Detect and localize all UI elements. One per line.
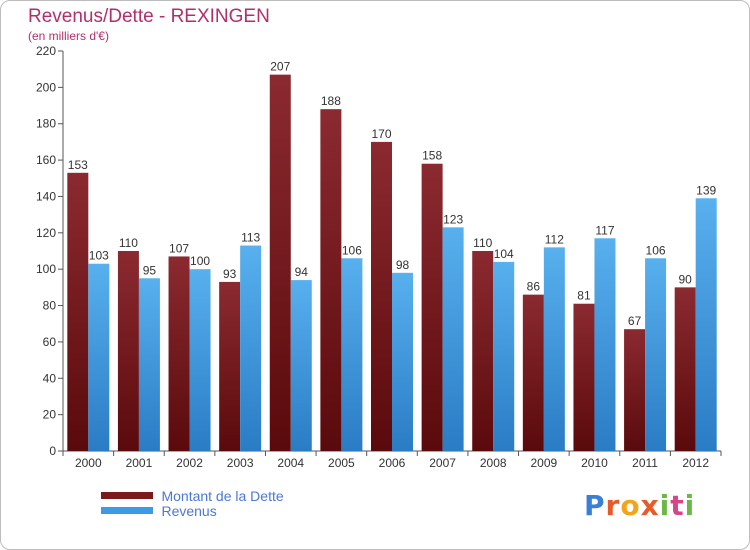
data-label-dette: 110 [473,236,492,250]
x-tick-label: 2012 [682,456,709,470]
x-tick-label: 2000 [75,456,102,470]
data-label-dette: 81 [577,289,591,303]
logo-letter: t [670,489,685,522]
data-label-dette: 188 [321,94,341,108]
y-tick-label: 160 [36,153,56,167]
data-label-dette: 158 [422,149,442,163]
bar-revenus [594,238,616,451]
data-label-dette: 67 [628,314,642,328]
bar-revenus [88,263,110,451]
x-tick-label: 2002 [176,456,203,470]
bar-dette [522,294,544,451]
chart-title: Revenus/Dette - REXINGEN [28,6,270,27]
y-tick-label: 0 [49,444,56,458]
bar-revenus [493,261,515,451]
bar-dette [371,141,392,451]
data-label-revenus: 94 [295,265,309,279]
data-label-revenus: 98 [396,258,410,272]
bar-revenus [290,280,312,451]
y-tick-label: 180 [36,117,56,131]
legend-swatch-dette [101,492,153,500]
y-tick-label: 140 [36,189,56,203]
data-label-revenus: 103 [89,249,109,263]
bar-revenus [695,198,717,451]
x-tick-label: 2010 [581,456,608,470]
data-label-dette: 93 [223,267,237,281]
logo-letter: P [584,489,606,522]
x-tick-label: 2009 [530,456,557,470]
logo-letter: o [620,489,641,522]
legend-label-dette: Montant de la Dette [161,487,284,504]
logo-letter: i [659,489,671,522]
bar-dette [573,303,595,451]
bar-dette [624,329,646,451]
data-label-dette: 86 [527,280,541,294]
y-tick-label: 20 [43,408,57,422]
bar-dette [219,281,241,451]
data-label-revenus: 113 [241,231,260,245]
logo-letter: i [684,489,696,522]
data-label-revenus: 95 [143,263,157,277]
legend-swatch-revenus [101,507,153,515]
data-label-revenus: 112 [545,232,564,246]
y-tick-label: 60 [43,335,57,349]
data-label-dette: 107 [169,241,189,255]
proxiti-logo: Proxiti [584,489,695,522]
y-tick-label: 200 [36,80,56,94]
bar-dette [421,163,443,451]
data-label-revenus: 139 [696,183,716,197]
data-label-revenus: 104 [494,247,514,261]
x-tick-label: 2005 [328,456,355,470]
data-label-revenus: 117 [595,223,614,237]
x-tick-label: 2008 [480,456,507,470]
bar-revenus [189,269,211,451]
data-label-revenus: 123 [443,212,463,226]
chart-subtitle: (en milliers d'€) [28,29,109,43]
bar-revenus [138,278,160,451]
x-tick-label: 2011 [632,456,658,470]
x-tick-label: 2007 [429,456,456,470]
y-tick-label: 40 [43,371,57,385]
data-label-dette: 110 [119,236,138,250]
data-label-dette: 207 [270,60,290,74]
bar-dette [320,109,342,451]
bar-dette [67,172,89,451]
data-label-revenus: 106 [646,243,666,257]
data-label-revenus: 106 [342,243,362,257]
x-tick-label: 2003 [227,456,254,470]
y-tick-label: 80 [43,299,57,313]
bar-dette [472,251,494,451]
logo-letter: x [640,489,660,522]
bar-dette [117,251,139,451]
bar-revenus [645,258,667,451]
x-tick-label: 2001 [126,456,153,470]
bar-revenus [341,258,363,451]
bar-dette [168,256,190,451]
data-label-dette: 170 [371,127,391,141]
bar-revenus [442,227,464,451]
logo-letter: r [605,489,621,522]
y-tick-label: 120 [36,226,56,240]
bar-revenus [240,245,262,451]
bar-dette [674,287,696,451]
data-label-revenus: 100 [190,254,210,268]
x-tick-label: 2006 [379,456,406,470]
y-tick-label: 220 [36,44,56,58]
data-label-dette: 90 [679,272,693,286]
bar-revenus [392,272,413,451]
data-label-dette: 153 [68,158,88,172]
legend-label-revenus: Revenus [161,502,217,519]
legend-item-dette: Montant de la Dette [101,487,284,504]
bar-revenus [543,247,565,451]
legend: Montant de la Dette Revenus [101,487,284,519]
legend-item-revenus: Revenus [101,502,284,519]
x-tick-label: 2004 [277,456,304,470]
bar-dette [269,74,291,452]
y-tick-label: 100 [36,262,56,276]
